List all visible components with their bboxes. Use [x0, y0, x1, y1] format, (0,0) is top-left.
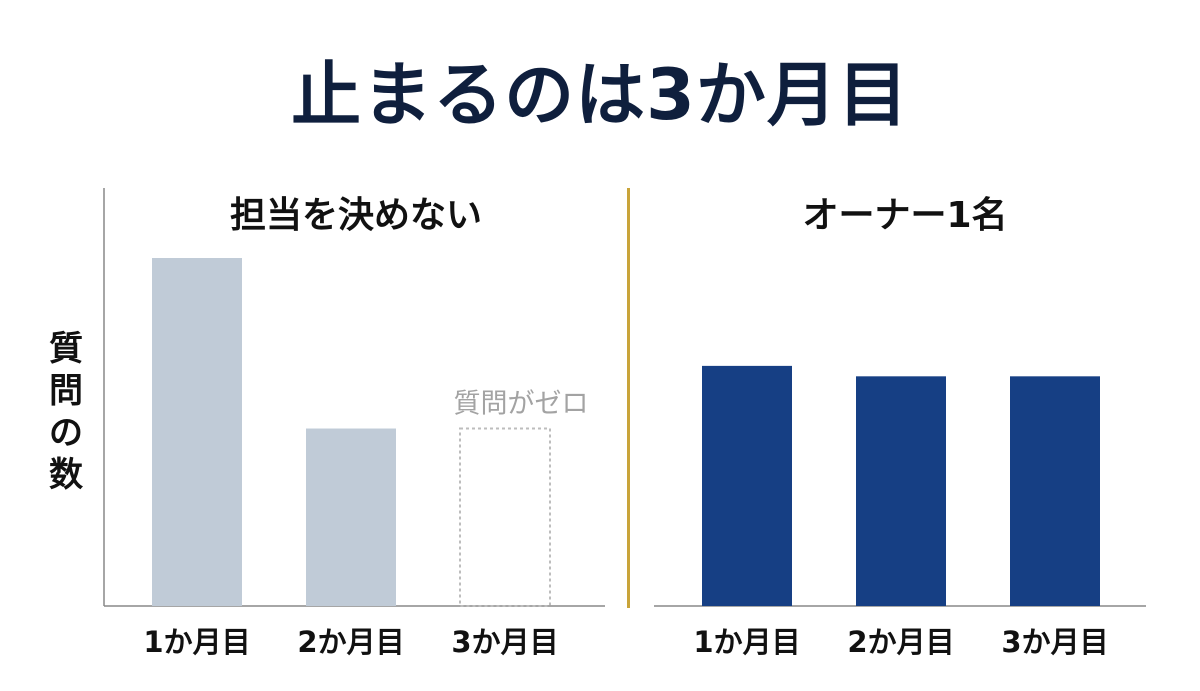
left-bar-2: [306, 428, 396, 606]
left-bar-chart: 1か月目 2か月目 質問がゼロ 3か月目: [103, 188, 605, 659]
left-zero-annotation: 質問がゼロ: [454, 389, 589, 420]
right-bar-2: [856, 376, 946, 606]
panel-divider: [627, 188, 630, 608]
right-tick-label-2: 2か月目: [847, 625, 954, 659]
y-axis-label: 質問の数: [49, 329, 83, 495]
right-tick-label-1: 1か月目: [693, 625, 800, 659]
left-tick-label-3: 3か月目: [451, 625, 558, 659]
left-tick-label-2: 2か月目: [297, 625, 404, 659]
right-bar-3: [1010, 376, 1100, 606]
left-chart-title: 担当を決めない: [229, 195, 482, 236]
right-tick-label-3: 3か月目: [1001, 625, 1108, 659]
right-bar-1: [702, 365, 792, 606]
left-zero-bar-outline: [459, 427, 551, 607]
left-bar-1: [152, 258, 242, 606]
right-chart-title: オーナー1名: [802, 195, 1008, 236]
left-tick-label-1: 1か月目: [143, 625, 250, 659]
right-bar-chart: 1か月目 2か月目 3か月目: [654, 365, 1146, 659]
page-title: 止まるのは3か月目: [291, 54, 909, 136]
